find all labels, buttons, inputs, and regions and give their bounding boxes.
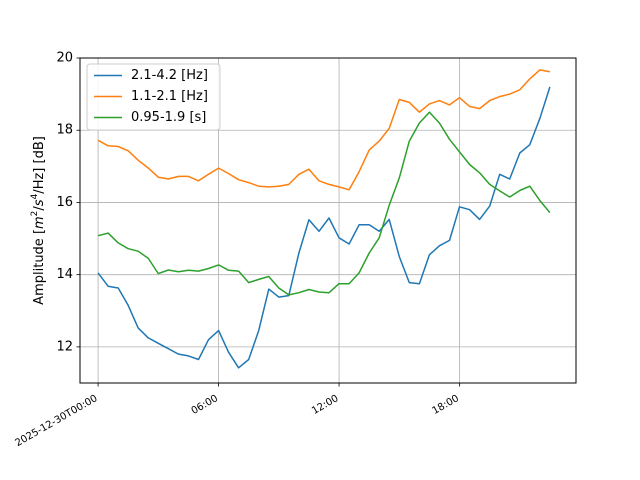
series-line-2	[97, 69, 551, 191]
series-line-1	[97, 86, 551, 369]
legend-label: 2.1-4.2 [Hz]	[131, 68, 208, 83]
y-tick-label: 20	[56, 51, 73, 66]
plot-frame	[79, 57, 577, 384]
series-line-3	[97, 111, 551, 296]
y-axis-label-suffix: /Hz] [dB]	[32, 136, 47, 194]
y-tick-label: 16	[56, 195, 73, 210]
y-axis-label-m: m	[32, 216, 47, 229]
legend: 2.1-4.2 [Hz] 1.1-2.1 [Hz] 0.95-1.9 [s]	[86, 63, 221, 131]
y-tick-label: 18	[56, 123, 73, 138]
y-axis-label: Amplitude [m2/s4/Hz] [dB]	[30, 136, 47, 305]
legend-box	[86, 63, 221, 131]
y-axis-label-m-exponent: 2	[30, 211, 40, 217]
y-axis-label-s: s	[32, 199, 47, 206]
legend-label: 1.1-2.1 [Hz]	[131, 89, 208, 104]
y-axis-label-s-exponent: 4	[30, 193, 40, 199]
series-lines	[97, 69, 551, 369]
y-axis-label-slash: /	[32, 206, 47, 211]
y-axis-label-prefix: Amplitude [	[32, 229, 47, 305]
y-tick-label: 14	[56, 267, 73, 282]
y-tick-label: 12	[56, 339, 73, 354]
y-axis: 12 14 16 18 20	[56, 51, 80, 354]
legend-label: 0.95-1.9 [s]	[131, 110, 206, 125]
